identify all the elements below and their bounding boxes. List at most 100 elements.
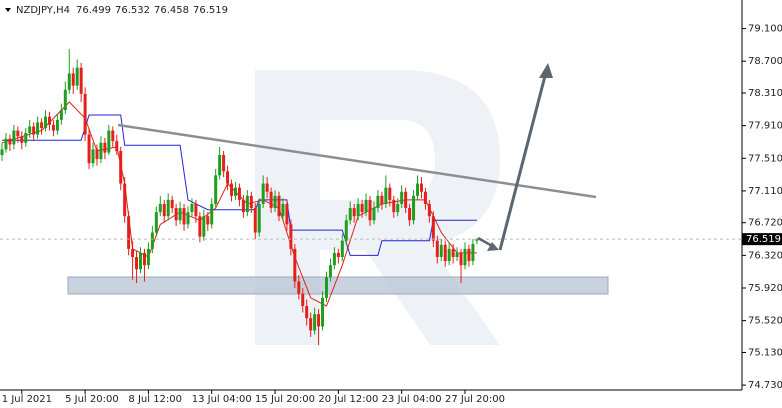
candle-body [214,175,218,204]
candle-body [249,195,253,209]
candle-body [253,208,257,233]
header: NZDJPY,H4 76.499 76.532 76.458 76.519 [16,5,228,16]
candle-body [459,252,463,266]
candle-body [372,208,376,221]
candle-body [455,252,459,258]
x-tick-label: 23 Jul 04:00 [382,394,442,405]
candle-body [123,183,127,217]
close: 76.519 [193,5,228,16]
candle-body [237,187,241,200]
candle-body [277,195,281,217]
candle-body [131,248,135,258]
candle-body [289,224,293,249]
x-tick-label: 27 Jul 20:00 [445,394,505,405]
candle-body [107,130,111,153]
candle-body [154,212,158,233]
candle-body [451,248,455,258]
candle-body [396,203,400,213]
x-tick-label: 5 Jul 20:00 [65,394,119,405]
candle-body [265,183,269,192]
candle-body [467,248,471,262]
price-label: 76.519 [746,234,781,245]
candle-body [222,155,226,172]
candle-body [186,212,190,225]
candle-body [115,141,119,151]
y-tick-label: 76.720 [748,218,782,229]
candle-body [59,110,63,120]
high: 76.532 [115,5,150,16]
candle-body [158,203,162,213]
symbol: NZDJPY,H4 [16,5,70,16]
candle-body [139,252,143,270]
candle-body [439,244,443,258]
candle-body [135,257,139,270]
candle-body [111,130,115,142]
y-tick-label: 77.510 [748,153,782,164]
candle-body [317,314,321,327]
candle-body [127,216,131,249]
candle-body [28,126,32,133]
candle-body [218,155,222,176]
y-tick-label: 75.130 [748,347,782,358]
candle-body [16,130,20,137]
candle-body [313,314,317,331]
candle-body [233,187,237,196]
y-tick-label: 74.730 [748,380,782,391]
candle-body [412,195,416,221]
candle-body [408,208,412,221]
low: 76.458 [154,5,189,16]
candle-body [344,220,348,241]
candle-body [142,252,146,266]
candle-body [400,191,404,204]
support-zone [67,276,609,295]
candle-body [376,195,380,209]
candle-body [99,142,103,160]
candle-body [419,183,423,192]
candle-body [285,203,289,225]
candle-body [119,150,123,184]
candle-body [47,116,51,125]
candle-body [392,199,396,213]
open: 76.499 [76,5,111,16]
candle-body [198,216,202,237]
candle-body [245,195,249,213]
y-tick-label: 75.920 [748,283,782,294]
candle-body [423,191,427,204]
candle-body [230,183,234,196]
arrow-head [539,63,553,78]
candle-body [178,208,182,221]
candle-body [463,248,467,266]
x-tick-label: 1 Jul 2021 [2,394,52,405]
x-tick-label: 20 Jul 12:00 [318,394,378,405]
candle-body [261,183,265,204]
candle-body [427,203,431,217]
candle-body [226,171,230,184]
candle-body [40,122,44,129]
candle-body [202,216,206,237]
candle-body [348,208,352,221]
candle-body [281,203,285,217]
candle-body [174,208,178,221]
candle-body [206,216,210,225]
candle-body [332,252,336,266]
candle-body [380,195,384,204]
price-box [742,233,782,246]
candle-body [194,203,198,217]
candle-body [475,239,479,241]
candle-body [416,183,420,196]
candle-body [4,138,8,150]
candle-body [71,73,75,86]
candle-body [293,248,297,282]
menu-triangle [5,8,11,12]
candle-body [95,149,99,160]
candle-body [210,203,214,225]
candle-body [257,203,261,233]
candle-body [301,293,305,306]
candle-body [20,136,24,143]
candle-body [150,232,154,249]
candle-body [364,199,368,213]
candle-body [431,216,435,241]
x-tick-label: 13 Jul 04:00 [192,394,252,405]
y-tick-label: 77.910 [748,121,782,132]
candle-body [24,132,28,143]
